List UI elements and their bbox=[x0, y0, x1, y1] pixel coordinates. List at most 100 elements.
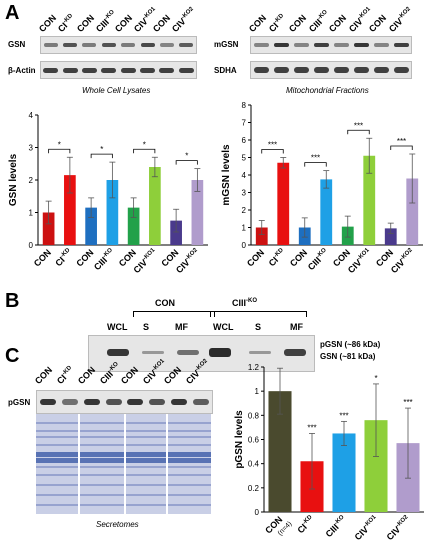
y-axis-label: mGSN levels bbox=[221, 144, 232, 206]
coomassie-gel bbox=[36, 414, 211, 514]
lane-label-sup: -KO1 bbox=[142, 6, 157, 21]
bar bbox=[384, 228, 397, 245]
lane-label: CON bbox=[37, 13, 58, 34]
mito-mgsn-blot bbox=[250, 36, 412, 54]
blot-band bbox=[140, 67, 156, 73]
panel-b-lane-label: MF bbox=[290, 322, 303, 332]
lane-label-sup: -KO bbox=[103, 9, 116, 22]
bar bbox=[85, 207, 97, 245]
blot-band bbox=[333, 67, 349, 73]
bar bbox=[255, 227, 268, 245]
blot-band bbox=[142, 350, 164, 354]
lane-label-base: CON bbox=[32, 364, 55, 386]
blot-band bbox=[293, 43, 309, 47]
gel-band bbox=[36, 474, 211, 476]
y-tick-label: 0.8 bbox=[248, 411, 260, 420]
significance-bracket bbox=[390, 145, 413, 150]
category-label-sup: -KO bbox=[102, 247, 114, 259]
blot-band bbox=[159, 43, 174, 47]
lane-label-base: CON bbox=[36, 12, 59, 34]
blot-band bbox=[293, 67, 309, 73]
panel-b-band-label: GSN (~81 kDa) bbox=[320, 352, 376, 361]
bar bbox=[64, 175, 76, 245]
gel-band bbox=[36, 436, 211, 438]
blot-band bbox=[373, 43, 389, 47]
panel-b-lane-label: WCL bbox=[107, 322, 128, 332]
y-tick-label: 2 bbox=[242, 206, 247, 215]
secretome-pgsn-blot bbox=[36, 390, 213, 414]
significance-bracket bbox=[261, 149, 284, 154]
y-tick-label: 0.4 bbox=[248, 460, 260, 469]
lane-label: CON bbox=[75, 13, 96, 34]
panel-b-blot bbox=[88, 335, 315, 372]
blot-band bbox=[121, 43, 136, 47]
bar bbox=[268, 391, 292, 512]
lane-label: CIV-KO2 bbox=[170, 6, 198, 34]
mito-mgsn-label: mGSN bbox=[214, 40, 239, 49]
blot-band bbox=[101, 43, 116, 47]
category-label: CON bbox=[245, 247, 266, 268]
gel-band bbox=[36, 504, 211, 506]
panel-b-bracket bbox=[210, 311, 307, 317]
lane-label: CON bbox=[287, 13, 308, 34]
y-axis-label: GSN levels bbox=[8, 153, 19, 206]
gel-divider bbox=[78, 414, 80, 514]
bar bbox=[106, 180, 119, 245]
blot-band bbox=[273, 67, 289, 73]
lane-label: CON bbox=[33, 365, 54, 386]
lane-label-base: CON bbox=[75, 364, 98, 386]
significance-bracket bbox=[347, 129, 370, 135]
panel-b-lane-label: WCL bbox=[213, 322, 234, 332]
y-tick-label: 0 bbox=[255, 508, 260, 517]
y-tick-label: 7 bbox=[242, 119, 247, 128]
y-tick-label: 0 bbox=[29, 241, 34, 250]
significance-bracket bbox=[48, 148, 71, 154]
y-tick-label: 0.6 bbox=[248, 436, 260, 445]
bar bbox=[332, 433, 356, 512]
lane-label-sup: -KO2 bbox=[397, 6, 412, 21]
y-axis-label: pGSN levels bbox=[234, 410, 245, 469]
y-tick-label: 6 bbox=[242, 136, 247, 145]
group-label-sup: -KO bbox=[246, 298, 258, 304]
blot-band bbox=[393, 43, 409, 47]
significance-label: *** bbox=[311, 154, 320, 163]
gel-band bbox=[36, 494, 211, 496]
panel-b-bracket bbox=[133, 311, 215, 317]
significance-bracket bbox=[90, 153, 113, 159]
blot-band bbox=[373, 67, 389, 73]
significance-label: * bbox=[58, 140, 61, 149]
category-label-sup: -KO2 bbox=[395, 514, 410, 529]
blot-band bbox=[43, 43, 58, 47]
lane-label: CON bbox=[247, 13, 268, 34]
lane-label: CI-KD bbox=[267, 13, 288, 34]
panel-b-lane-label: S bbox=[143, 322, 150, 332]
panel-a-letter: A bbox=[5, 2, 20, 24]
lane-label-sup: -KD bbox=[62, 13, 75, 25]
category-label-sup: -KO1 bbox=[356, 247, 371, 262]
panel-b-group-label: CON bbox=[155, 298, 175, 308]
wcl-actin-label: β-Actin bbox=[8, 66, 36, 75]
lane-label: CIII-KO bbox=[94, 9, 119, 34]
blot-band bbox=[159, 67, 175, 73]
y-tick-label: 3 bbox=[29, 144, 34, 153]
category-label: CIV-KO2 bbox=[385, 514, 413, 542]
blot-band bbox=[171, 399, 188, 405]
gel-band bbox=[36, 444, 211, 446]
category-label: CIII-KO bbox=[306, 247, 331, 272]
category-label: CI-KD bbox=[267, 247, 288, 268]
blot-band bbox=[253, 67, 269, 73]
lane-label: CIV-KO2 bbox=[387, 6, 415, 34]
category-label-sup: -KD bbox=[273, 247, 285, 259]
blot-band bbox=[333, 43, 349, 47]
blot-band bbox=[193, 399, 210, 405]
bar bbox=[127, 207, 140, 245]
gel-band bbox=[36, 430, 211, 432]
bar bbox=[364, 420, 388, 512]
bar bbox=[406, 178, 419, 245]
significance-label: * bbox=[185, 152, 188, 161]
blot-band bbox=[62, 67, 78, 73]
lane-label-sup: -KO2 bbox=[180, 6, 195, 21]
category-label: CI-KD bbox=[53, 247, 74, 268]
significance-bracket bbox=[133, 148, 156, 154]
